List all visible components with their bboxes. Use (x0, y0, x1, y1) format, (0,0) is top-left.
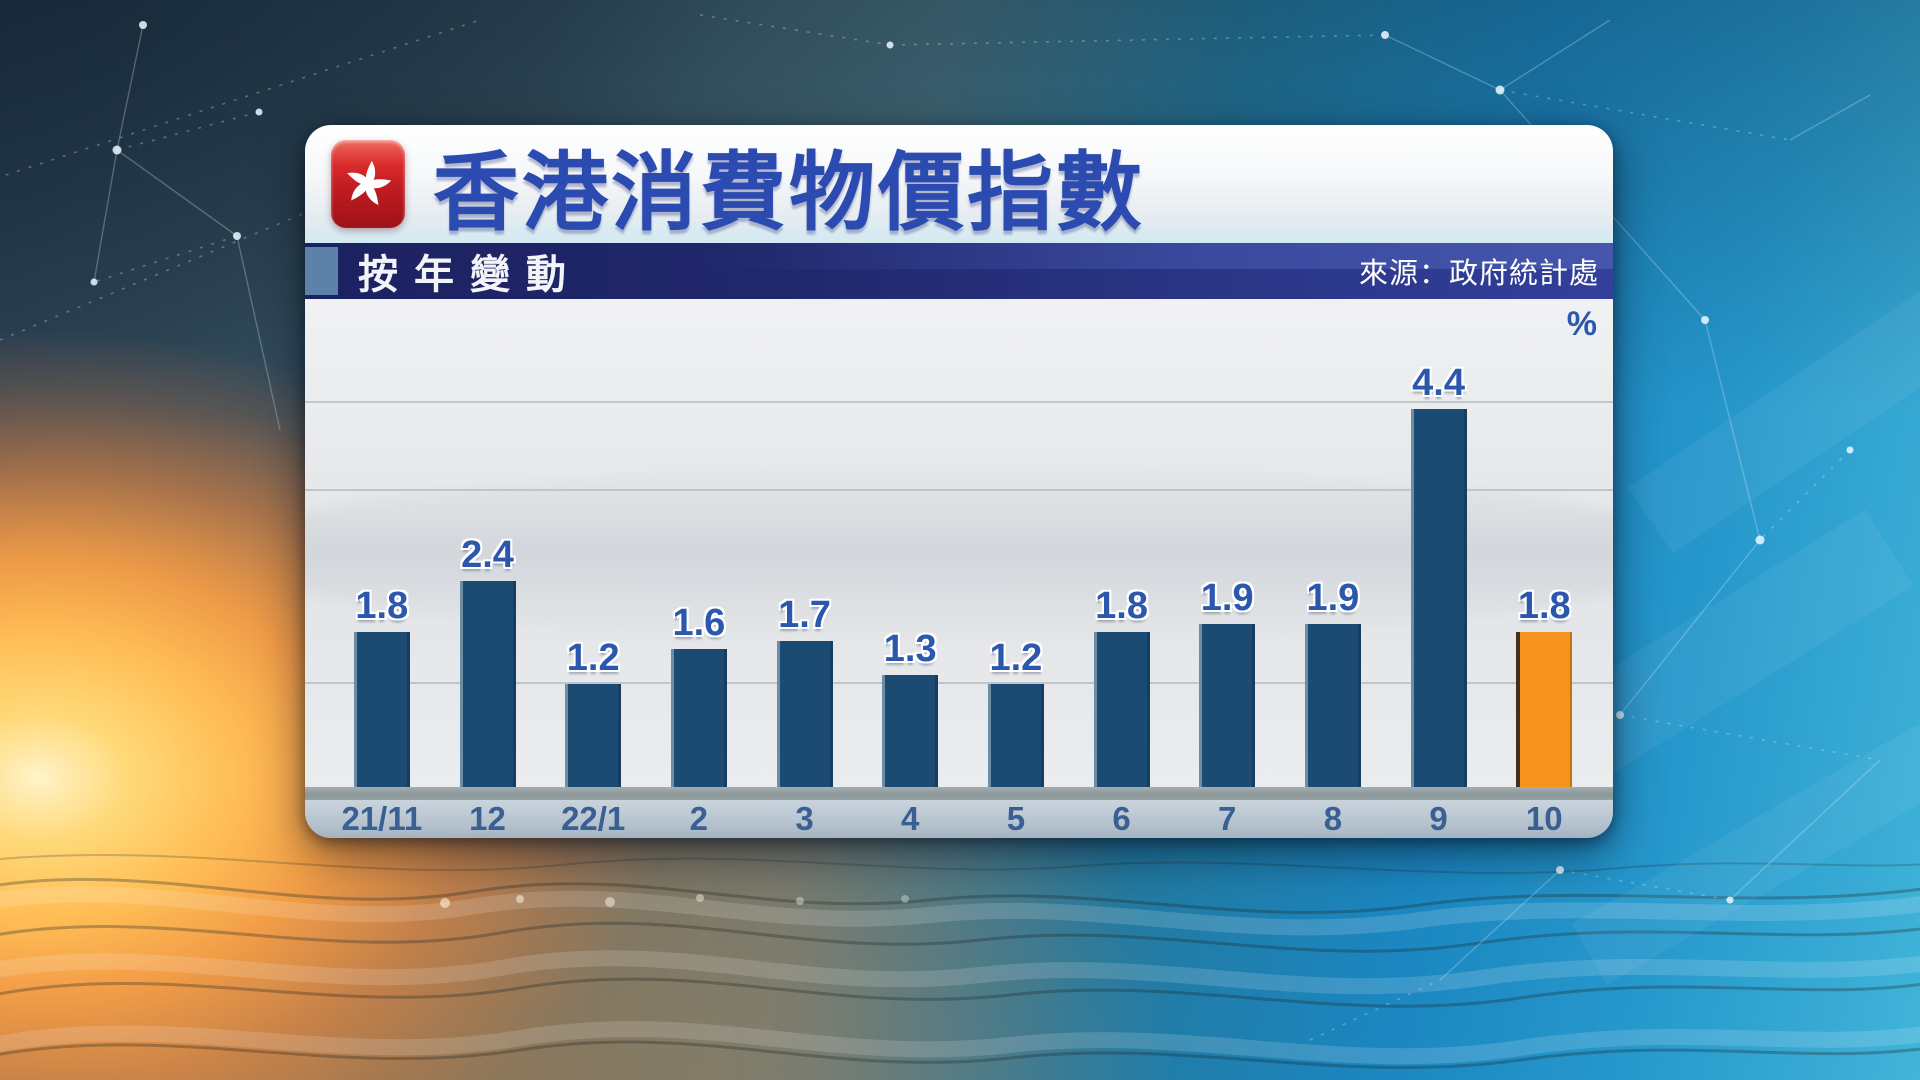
chart-subtitle: 按年變動 (358, 253, 582, 297)
bar-group: 1.2 (963, 299, 1069, 787)
baseline-strip (305, 787, 1613, 800)
bar-value-label: 4.4 (1412, 361, 1465, 404)
subtitle-band: 按年變動 來源：政府統計處 (305, 243, 1613, 299)
bar-value-label: 1.9 (1200, 576, 1254, 619)
x-axis-label: 9 (1429, 800, 1448, 837)
x-axis-labels: 21/11 12 22/1 2 3 4 5 6 7 8 9 10 (305, 800, 1613, 838)
bar-group: 1.2 (540, 299, 646, 787)
bar-6 (1093, 632, 1150, 787)
x-axis-label: 2 (689, 800, 709, 837)
bar-group: 1.3 (857, 299, 963, 787)
x-axis-label: 4 (901, 800, 920, 837)
cpi-chart-panel: 香港消費物價指數 按年變動 來源：政府統計處 % 1.8 2.4 1.2 1.6 1.7… (305, 125, 1613, 838)
bar-21-11 (353, 632, 410, 787)
bar-group: 1.9 (1280, 299, 1386, 787)
bar-12 (459, 580, 516, 787)
bar-group: 1.8 (329, 299, 435, 787)
x-axis-label: 8 (1323, 800, 1343, 837)
subtitle-group: 按年變動 (305, 243, 582, 299)
chart-title: 香港消費物價指數 (433, 144, 1145, 241)
bar-value-label: 1.6 (672, 602, 726, 645)
x-axis-label: 5 (1006, 800, 1026, 837)
bar-group: 4.4 (1386, 299, 1492, 787)
chart-plot-area: % 1.8 2.4 1.2 1.6 1.7 1.3 1.2 1.8 1.9 1.9 4.4 1.8 (305, 299, 1613, 787)
data-source-label: 來源：政府統計處 (1358, 258, 1599, 290)
bar-22-1 (565, 683, 622, 787)
bar-group: 1.7 (752, 299, 858, 787)
bar-value-label: 1.8 (355, 585, 409, 628)
x-axis-label: 22/1 (561, 800, 626, 837)
x-axis-label: 21/11 (341, 800, 423, 837)
bar-4 (882, 675, 939, 787)
bars-row: 1.8 2.4 1.2 1.6 1.7 1.3 1.2 1.8 1.9 1.9 4.4 1.8 (329, 299, 1597, 787)
gridline (305, 682, 1613, 685)
bar-value-label: 1.9 (1306, 576, 1360, 619)
bar-group: 2.4 (435, 299, 541, 787)
bar-value-label: 1.8 (1095, 585, 1148, 628)
bar-3 (776, 640, 833, 787)
bar-value-label: 1.7 (778, 593, 831, 636)
bar-10 (1516, 632, 1573, 787)
x-axis-label: 12 (469, 800, 506, 837)
x-axis-label: 10 (1525, 800, 1563, 837)
x-axis-label: 3 (795, 800, 814, 837)
bar-value-label: 1.3 (883, 628, 937, 671)
title-band: 香港消費物價指數 (305, 125, 1613, 243)
bar-group: 1.8 (1491, 299, 1597, 787)
bar-group: 1.9 (1174, 299, 1280, 787)
hong-kong-flag-icon (331, 140, 405, 228)
x-axis-label: 7 (1218, 800, 1237, 837)
bar-group: 1.6 (646, 299, 752, 787)
bauhinia-flower-icon (347, 160, 392, 205)
bar-5 (987, 683, 1044, 787)
bar-value-label: 1.2 (566, 636, 620, 679)
x-axis-label: 6 (1112, 800, 1131, 837)
y-axis-unit-label: % (1566, 305, 1597, 343)
bar-7 (1199, 623, 1256, 787)
bar-2 (670, 649, 727, 787)
bar-value-label: 1.2 (989, 636, 1043, 679)
gridline (305, 401, 1613, 404)
bar-8 (1304, 623, 1361, 787)
bar-value-label: 1.8 (1517, 585, 1571, 628)
bar-value-label: 2.4 (461, 533, 514, 576)
subtitle-bullet-square (305, 247, 338, 295)
bar-group: 1.8 (1069, 299, 1175, 787)
bar-9 (1410, 408, 1467, 787)
